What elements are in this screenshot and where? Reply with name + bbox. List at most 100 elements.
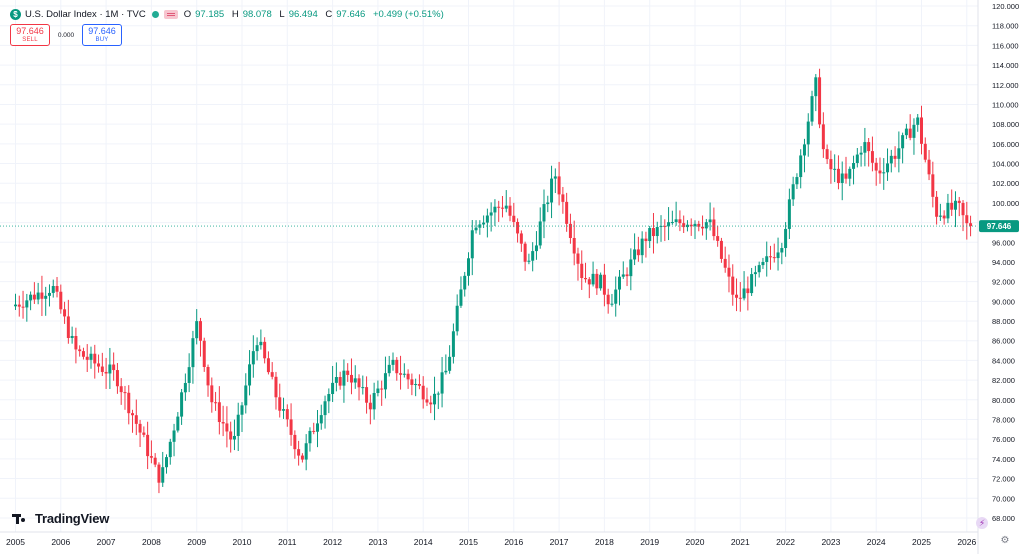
candle-body (961, 202, 965, 216)
candle-body (217, 402, 221, 423)
candle-body (410, 379, 414, 385)
candle-body (534, 245, 538, 252)
candle-body (402, 373, 406, 375)
candle-body (293, 434, 297, 450)
candle-body (414, 384, 418, 386)
candle-body (387, 364, 391, 374)
candle-body (901, 135, 905, 149)
candle-body (667, 222, 671, 227)
candle-body (591, 273, 595, 285)
candle-body (331, 382, 335, 395)
current-price-label-bg (979, 220, 1019, 233)
candle-body (493, 206, 497, 213)
candle-body (244, 385, 248, 406)
candle-body (538, 221, 542, 246)
candle-body (168, 441, 172, 458)
candle-body (712, 219, 716, 237)
candle-body (716, 236, 720, 241)
candle-body (527, 260, 531, 262)
time-axis-tick: 2008 (142, 537, 161, 547)
candle-body (821, 124, 825, 150)
candle-body (221, 422, 225, 424)
candle-body (606, 294, 610, 305)
price-axis-tick: 114.000 (992, 61, 1019, 70)
candle-body (51, 286, 55, 293)
lightning-icon[interactable]: ⚡ (976, 517, 988, 529)
time-axis-tick: 2017 (550, 537, 569, 547)
candle-body (63, 309, 67, 317)
candle-body (14, 304, 17, 307)
candle-body (572, 237, 576, 254)
candle-body (810, 96, 814, 122)
candle-body (229, 431, 233, 440)
candle-body (791, 184, 795, 200)
ohlc-values: O 97.185 H 98.078 L 96.494 C 97.646 +0.499 (… (184, 9, 444, 20)
price-axis-tick: 76.000 (992, 435, 1015, 444)
candle-body (97, 363, 101, 367)
candle-body (115, 370, 119, 387)
candle-body (731, 276, 735, 295)
low-value: 96.494 (288, 8, 318, 20)
spread-value: 0.000 (57, 31, 75, 39)
candle-body (149, 456, 153, 458)
gear-icon[interactable]: ⚙ (1000, 535, 1010, 546)
candle-body (297, 449, 301, 456)
candle-body (93, 353, 97, 364)
candle-body (74, 335, 78, 350)
candle-body (633, 249, 637, 260)
candle-body (806, 121, 810, 145)
candle-body (66, 316, 70, 338)
price-axis-tick: 90.000 (992, 297, 1015, 306)
candle-body (338, 377, 342, 386)
candle-body (146, 434, 150, 457)
symbol-title[interactable]: U.S. Dollar Index · 1M · TVC (25, 8, 146, 20)
candle-body (829, 159, 833, 170)
time-axis-tick: 2023 (821, 537, 840, 547)
candle-body (761, 261, 765, 266)
candle-body (274, 376, 278, 398)
candle-body (682, 223, 686, 228)
candle-body (938, 215, 942, 217)
high-value: 98.078 (242, 8, 272, 20)
candle-body (799, 155, 803, 178)
candle-body (916, 117, 920, 125)
price-axis-tick: 72.000 (992, 475, 1015, 484)
high-key: H (231, 8, 239, 20)
candle-body (240, 405, 244, 415)
candle-body (365, 387, 369, 403)
candle-body (459, 289, 463, 306)
candle-body (429, 402, 433, 405)
candle-body (542, 204, 546, 222)
candle-body (969, 223, 973, 227)
candle-body (183, 382, 187, 393)
buy-button[interactable]: 97.646 BUY (82, 24, 122, 46)
candle-body (319, 415, 323, 424)
candle-body (867, 142, 871, 152)
candle-body (769, 256, 772, 258)
price-axis-tick: 104.000 (992, 160, 1019, 169)
time-axis-tick: 2025 (912, 537, 931, 547)
time-axis-tick: 2020 (686, 537, 705, 547)
candle-body (780, 248, 784, 253)
candle-body (380, 388, 384, 390)
market-status-icon (151, 10, 159, 18)
flag-icon[interactable] (163, 9, 178, 19)
candle-body (550, 178, 554, 203)
candle-body (765, 256, 769, 262)
candle-body (59, 291, 63, 310)
time-axis-tick: 2011 (278, 537, 297, 547)
candle-body (663, 225, 667, 227)
sell-button[interactable]: 97.646 SELL (10, 24, 50, 46)
candle-body (886, 163, 890, 173)
candle-body (738, 297, 742, 299)
candle-body (448, 356, 452, 371)
tradingview-logo[interactable]: TradingView (12, 511, 109, 526)
candle-body (285, 409, 289, 420)
candle-body (270, 372, 274, 377)
candle-body (935, 196, 939, 217)
candle-body (85, 356, 89, 360)
candle-body (674, 219, 678, 223)
time-axis-tick: 2006 (51, 537, 70, 547)
